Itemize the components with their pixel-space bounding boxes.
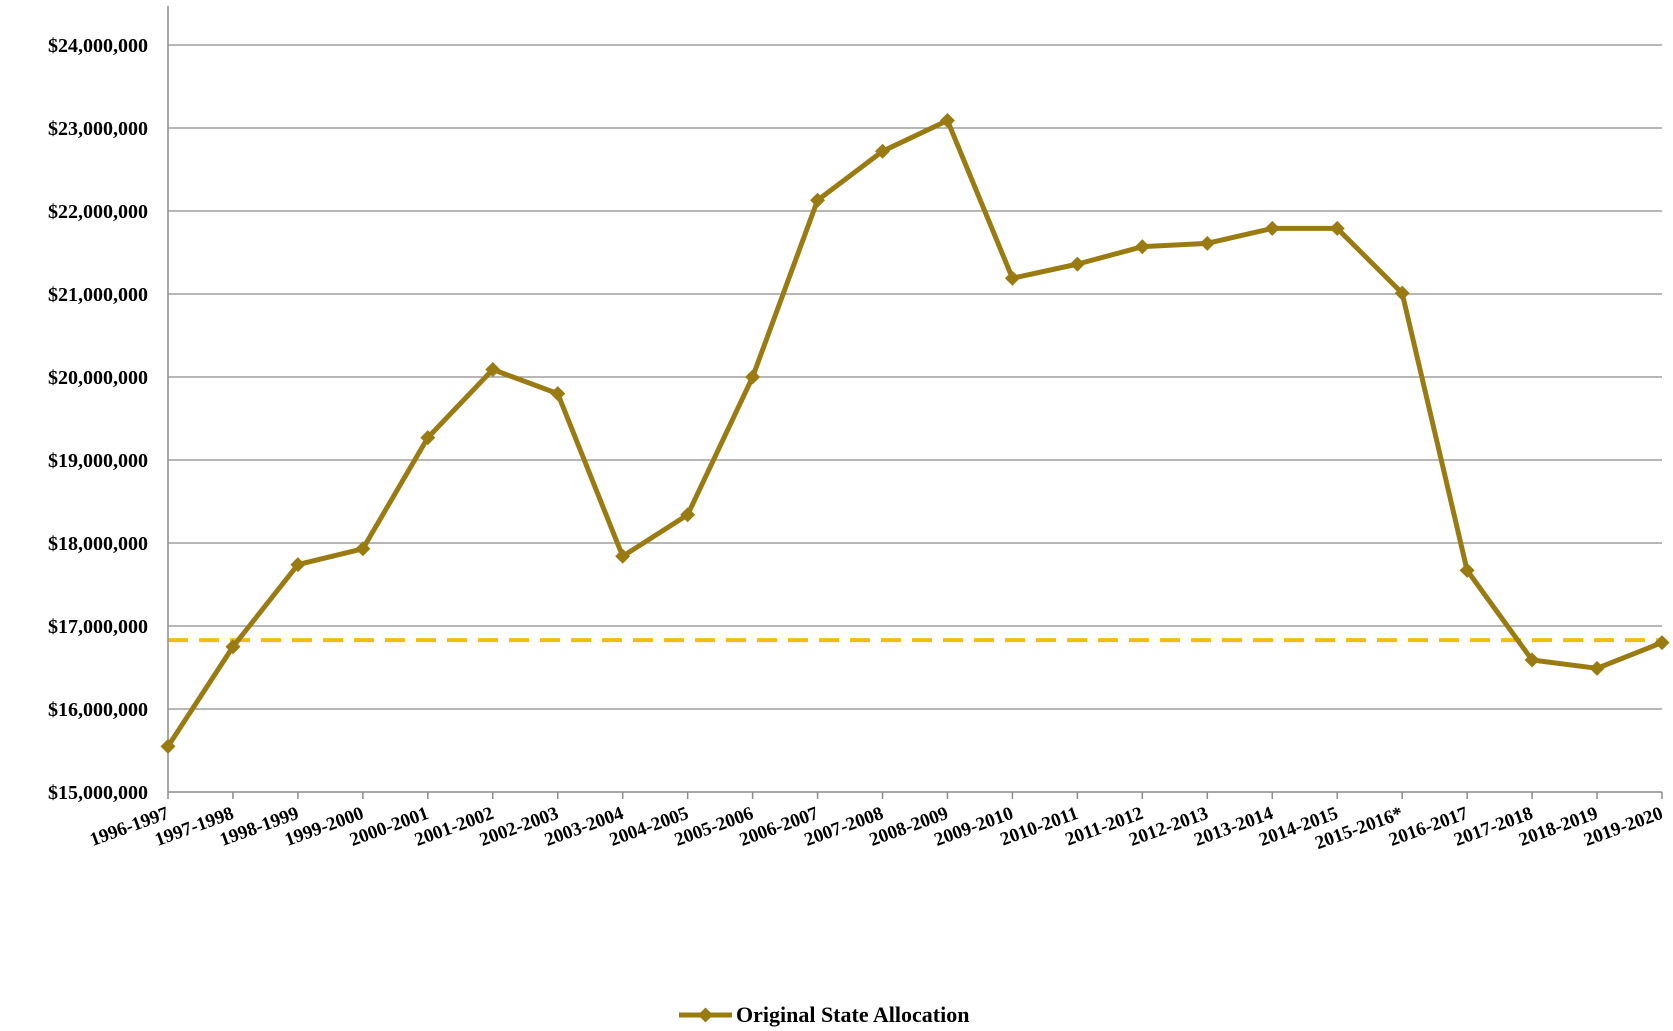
- data-point: [225, 639, 241, 655]
- y-tick-label: $15,000,000: [48, 782, 148, 804]
- y-tick-label: $23,000,000: [48, 118, 148, 140]
- y-tick-label: $18,000,000: [48, 533, 148, 555]
- data-point: [1134, 239, 1150, 255]
- data-point: [1199, 235, 1215, 251]
- data-point: [550, 386, 566, 402]
- y-tick-label: $22,000,000: [48, 201, 148, 223]
- data-point: [485, 362, 501, 378]
- data-point: [939, 113, 955, 129]
- data-point: [1004, 270, 1020, 286]
- gridlines: [168, 44, 1662, 710]
- data-point: [1654, 635, 1670, 651]
- y-tick-label: $20,000,000: [48, 367, 148, 389]
- y-tick-label: $24,000,000: [48, 35, 148, 57]
- data-point: [810, 192, 826, 208]
- data-point: [355, 541, 371, 557]
- legend-label: Original State Allocation: [736, 1002, 969, 1027]
- data-point: [160, 738, 176, 754]
- data-point: [875, 143, 891, 159]
- data-point: [1524, 652, 1540, 668]
- data-point: [1589, 660, 1605, 676]
- data-point: [680, 507, 696, 523]
- series-group: [160, 113, 1670, 754]
- axes: [167, 6, 1663, 799]
- data-point: [290, 557, 306, 573]
- y-tick-label: $16,000,000: [48, 699, 148, 721]
- data-point: [1264, 220, 1280, 236]
- series-line: [165, 118, 1663, 748]
- data-point: [1069, 256, 1085, 272]
- y-tick-label: $19,000,000: [48, 450, 148, 472]
- data-point: [1394, 285, 1410, 301]
- data-point: [745, 369, 761, 385]
- data-point: [420, 430, 436, 446]
- legend-marker: [698, 1007, 713, 1023]
- data-point: [615, 548, 631, 564]
- y-tick-label: $17,000,000: [48, 616, 148, 638]
- y-tick-label: $21,000,000: [48, 284, 148, 306]
- data-point: [1329, 220, 1345, 236]
- y-tick-labels: $15,000,000 $16,000,000 $17,000,000 $18,000…: [48, 35, 148, 804]
- data-point: [1459, 562, 1475, 578]
- legend: Original State Allocation: [679, 1002, 969, 1027]
- x-tick-labels: 1996-19971997-19981998-19991999-20002000…: [87, 803, 1666, 854]
